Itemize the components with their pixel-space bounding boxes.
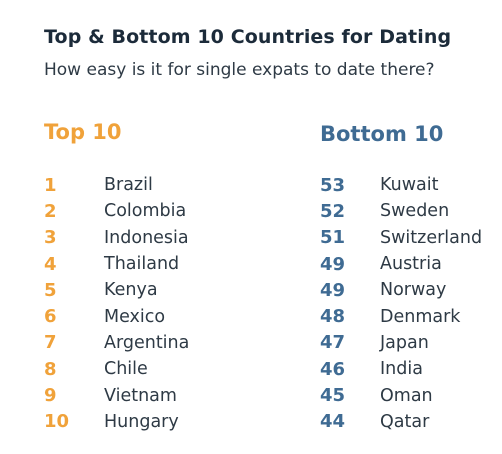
- rank-number: 49: [320, 253, 346, 275]
- list-item: 48 Denmark: [320, 303, 482, 329]
- rank-number: 2: [44, 200, 57, 222]
- rank-number: 5: [44, 279, 57, 301]
- country-name: Thailand: [104, 254, 180, 275]
- list-item: 52 Sweden: [320, 198, 482, 224]
- rank-number: 44: [320, 411, 346, 433]
- country-name: Switzerland: [380, 227, 483, 248]
- list-item: 47 Japan: [320, 330, 482, 356]
- country-name: Austria: [380, 254, 442, 275]
- country-name: Kuwait: [380, 175, 439, 196]
- rank-number: 52: [320, 200, 346, 222]
- list-item: 6 Mexico: [44, 303, 189, 329]
- list-item: 49 Austria: [320, 251, 482, 277]
- country-name: Brazil: [104, 175, 153, 196]
- list-item: 45 Oman: [320, 382, 482, 408]
- country-name: Sweden: [380, 201, 450, 222]
- list-item: 3 Indonesia: [44, 225, 189, 251]
- country-name: Qatar: [380, 411, 430, 432]
- country-name: Hungary: [104, 411, 179, 432]
- rank-number: 49: [320, 279, 346, 301]
- list-item: 1 Brazil: [44, 172, 189, 198]
- rank-number: 47: [320, 332, 346, 354]
- country-name: Vietnam: [104, 385, 177, 406]
- rank-number: 4: [44, 253, 57, 275]
- country-name: Chile: [104, 359, 148, 380]
- list-item: 8 Chile: [44, 356, 189, 382]
- rank-number: 1: [44, 174, 57, 196]
- country-name: Argentina: [104, 332, 190, 353]
- rank-number: 8: [44, 358, 57, 380]
- country-name: Indonesia: [104, 227, 189, 248]
- page-subtitle: How easy is it for single expats to date…: [44, 60, 435, 80]
- list-item: 2 Colombia: [44, 198, 189, 224]
- bottom-10-heading: Bottom 10: [320, 122, 444, 146]
- country-name: India: [380, 359, 423, 380]
- list-item: 51 Switzerland: [320, 225, 482, 251]
- list-item: 49 Norway: [320, 277, 482, 303]
- country-name: Denmark: [380, 306, 461, 327]
- rank-number: 48: [320, 306, 346, 328]
- list-item: 4 Thailand: [44, 251, 189, 277]
- rank-number: 9: [44, 385, 57, 407]
- country-name: Japan: [380, 332, 429, 353]
- rank-number: 10: [44, 411, 70, 433]
- list-item: 5 Kenya: [44, 277, 189, 303]
- rank-number: 45: [320, 385, 346, 407]
- country-name: Norway: [380, 280, 447, 301]
- rank-number: 53: [320, 174, 346, 196]
- top-10-list: 1 Brazil 2 Colombia 3 Indonesia 4 Thailand 5…: [44, 172, 189, 435]
- country-name: Oman: [380, 385, 433, 406]
- bottom-10-list: 53 Kuwait 52 Sweden 51 Switzerland 49 Austri…: [320, 172, 482, 435]
- country-name: Mexico: [104, 306, 166, 327]
- list-item: 7 Argentina: [44, 330, 189, 356]
- rank-number: 51: [320, 227, 346, 249]
- list-item: 46 India: [320, 356, 482, 382]
- top-10-heading: Top 10: [44, 120, 122, 144]
- rank-number: 6: [44, 306, 57, 328]
- list-item: 44 Qatar: [320, 409, 482, 435]
- list-item: 9 Vietnam: [44, 382, 189, 408]
- rank-number: 7: [44, 332, 57, 354]
- country-name: Colombia: [104, 201, 187, 222]
- list-item: 10 Hungary: [44, 409, 189, 435]
- country-name: Kenya: [104, 280, 158, 301]
- page-title: Top & Bottom 10 Countries for Dating: [44, 26, 452, 48]
- list-item: 53 Kuwait: [320, 172, 482, 198]
- rank-number: 3: [44, 227, 57, 249]
- rank-number: 46: [320, 358, 346, 380]
